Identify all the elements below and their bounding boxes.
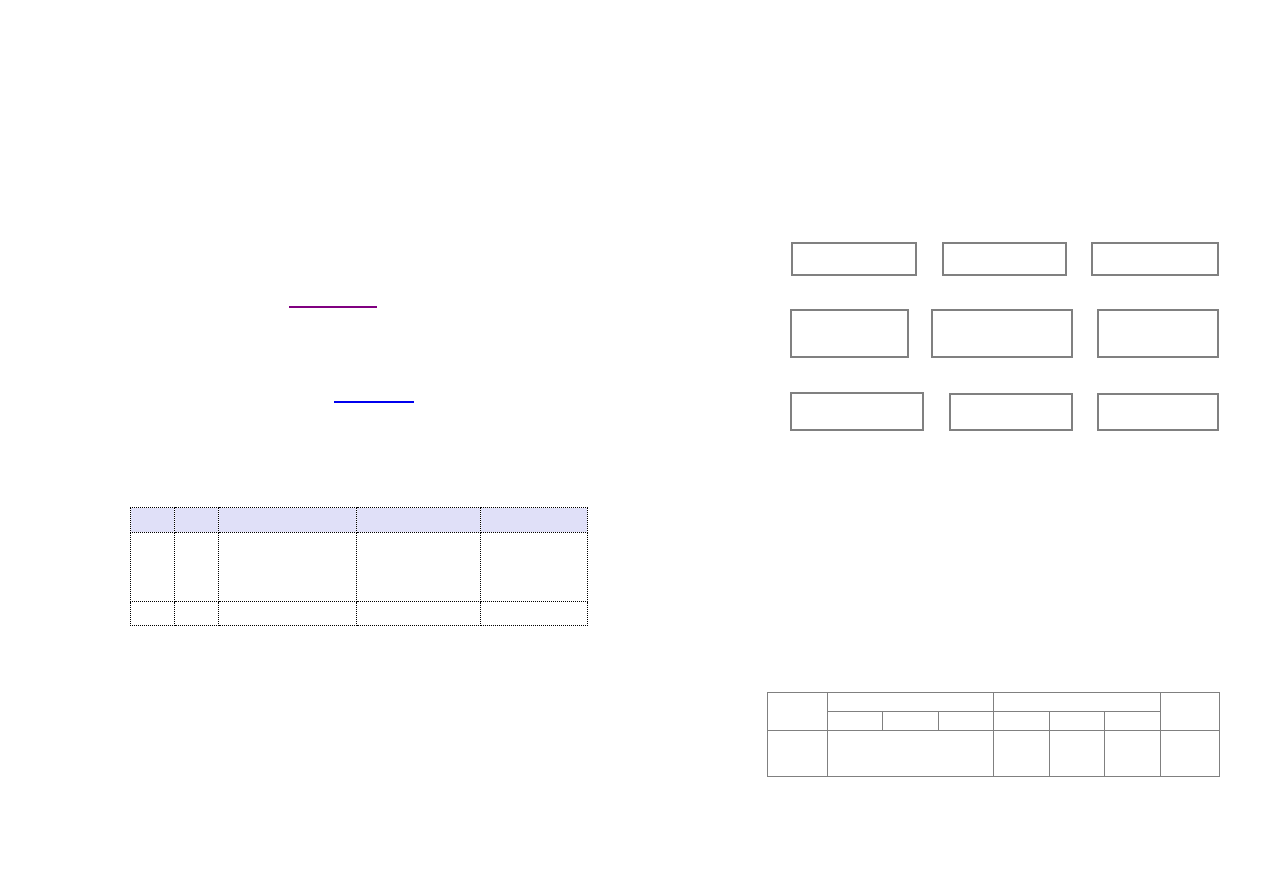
solid-table-subheader-cell	[882, 711, 939, 731]
solid-table-data-row	[767, 730, 1221, 777]
solid-table-cell	[1160, 730, 1221, 777]
solid-table-cell	[993, 730, 1051, 777]
field-box-r2c3[interactable]	[1097, 309, 1219, 358]
solid-table-left-header-cell	[767, 692, 828, 731]
link-underline[interactable]	[334, 401, 414, 403]
dotted-table-cell	[356, 532, 481, 602]
dotted-table-cell	[130, 532, 175, 602]
dotted-table-cell	[480, 532, 588, 602]
solid-table-header-row1	[767, 692, 1221, 731]
solid-table	[767, 692, 1221, 777]
dotted-table-header-cell	[130, 507, 175, 533]
solid-table-cell	[1049, 730, 1106, 777]
field-box-r3c3[interactable]	[1097, 393, 1219, 431]
dotted-table	[130, 507, 588, 626]
dotted-table-cell	[130, 601, 175, 626]
visited-link-underline[interactable]	[289, 306, 377, 308]
dotted-table-header-cell	[218, 507, 357, 533]
dotted-table-cell	[174, 601, 219, 626]
dotted-table-cell	[356, 601, 481, 626]
solid-table-cell	[767, 730, 828, 777]
field-box-r2c2[interactable]	[931, 309, 1073, 358]
field-box-r3c1[interactable]	[790, 392, 924, 431]
dotted-table-header-cell	[174, 507, 219, 533]
field-box-r1c3[interactable]	[1091, 242, 1219, 276]
field-box-r1c2[interactable]	[942, 242, 1067, 276]
solid-table-header-row2	[768, 711, 1220, 731]
solid-table-group-header-cell	[993, 692, 1162, 712]
field-box-r2c1[interactable]	[790, 309, 909, 358]
solid-table-subheader-cell	[827, 711, 883, 731]
dotted-table-cell	[218, 532, 357, 602]
dotted-table-cell	[218, 601, 357, 626]
solid-table-merged-cell	[826, 730, 995, 777]
solid-table-subheader-cell	[937, 711, 995, 731]
solid-table-subheader-cell	[993, 711, 1051, 731]
dotted-table-header-cell	[480, 507, 588, 533]
dotted-table-cell	[480, 601, 588, 626]
solid-table-group-header-cell	[826, 692, 995, 712]
solid-table-subheader-cell	[1104, 711, 1162, 731]
solid-table-right-header-cell	[1160, 692, 1221, 731]
dotted-table-header-cell	[356, 507, 481, 533]
field-box-r3c2[interactable]	[949, 393, 1073, 431]
dotted-table-row	[130, 532, 588, 602]
solid-table-cell	[1104, 730, 1162, 777]
solid-table-subheader-cell	[1049, 711, 1106, 731]
dotted-table-header-row	[130, 507, 588, 533]
dotted-table-cell	[174, 532, 219, 602]
dotted-table-row	[130, 601, 588, 626]
field-box-r1c1[interactable]	[791, 242, 917, 276]
